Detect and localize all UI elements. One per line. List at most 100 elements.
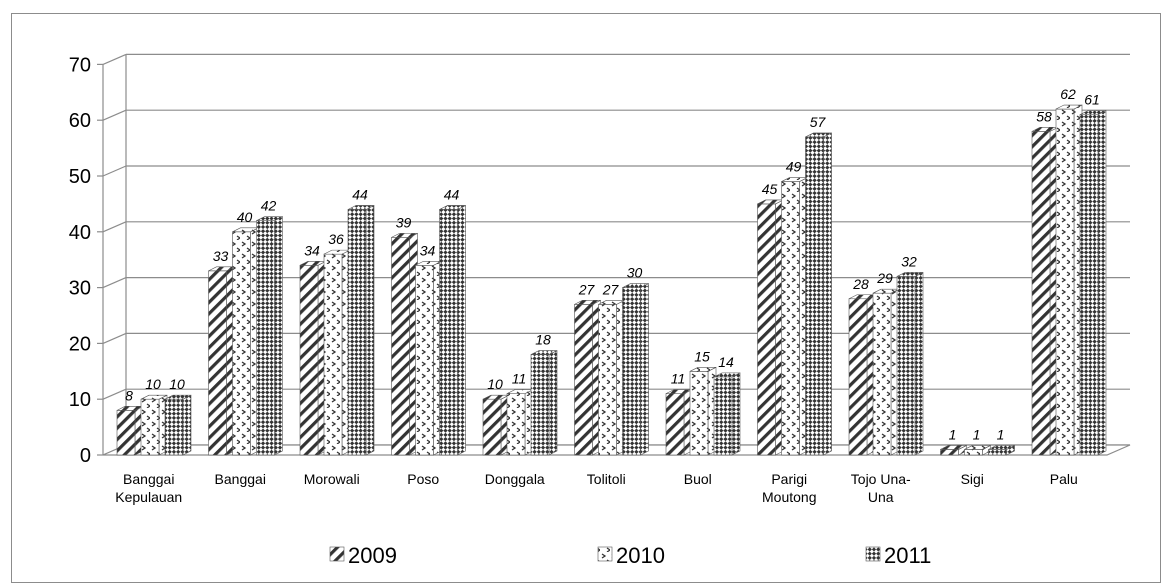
data-label: 1	[997, 426, 1005, 442]
x-tick-label: Buol	[684, 471, 712, 487]
legend-label: 2010	[616, 543, 665, 568]
y-tick-label: 40	[69, 222, 91, 244]
data-label: 58	[1036, 108, 1052, 124]
bar-2011	[896, 271, 924, 456]
data-label: 30	[627, 265, 643, 281]
legend: 2009 2010 2011	[329, 543, 931, 568]
data-label: 27	[602, 281, 620, 297]
data-label: 15	[694, 348, 710, 364]
bars	[116, 104, 1107, 456]
gridline-side	[102, 388, 127, 400]
value-axis: 0 10 20 30 40 50 60 70	[69, 54, 127, 467]
bar-2011	[622, 283, 649, 456]
y-tick-label: 70	[69, 54, 91, 76]
bar-2009	[299, 260, 327, 456]
x-tick-label: Morowali	[304, 471, 360, 487]
legend-item: 2009	[329, 543, 397, 568]
bar-2009	[848, 294, 876, 456]
y-tick-label: 0	[80, 445, 91, 467]
gridline-side	[102, 109, 127, 121]
data-label: 28	[852, 276, 869, 292]
gridline-side	[102, 53, 127, 65]
data-label: 10	[145, 376, 161, 392]
bar-2010	[781, 177, 808, 456]
data-label: 36	[328, 231, 344, 247]
legend-item: 2011	[865, 543, 931, 568]
data-label: 40	[237, 209, 253, 225]
bar-2010	[964, 444, 991, 456]
data-label: 62	[1060, 86, 1076, 102]
bar-2010	[689, 366, 717, 456]
bar-2011	[256, 216, 283, 456]
legend-swatch	[329, 546, 345, 562]
bar-2011	[805, 132, 832, 456]
legend-swatch	[597, 546, 613, 562]
data-label: 8	[125, 387, 133, 403]
y-tick-label: 30	[69, 278, 91, 300]
x-tick-label: Sigi	[961, 471, 984, 487]
data-label: 34	[420, 242, 436, 258]
data-label: 32	[901, 253, 917, 269]
data-label: 27	[578, 281, 596, 297]
data-label: 45	[762, 181, 778, 197]
x-tick-label: Banggai	[215, 471, 266, 487]
legend-label: 2011	[884, 543, 931, 568]
bar-2009	[1031, 126, 1059, 456]
gridline-side	[102, 332, 127, 344]
data-label: 57	[810, 114, 827, 130]
gridline-side	[102, 165, 127, 177]
bar-2009	[757, 199, 784, 456]
x-tick-label: Banggai Kepulauan	[115, 471, 182, 505]
bar-2010	[323, 249, 351, 456]
data-label: 29	[876, 270, 893, 286]
gridline-side	[102, 221, 127, 233]
gridline-side	[102, 277, 127, 289]
data-label: 39	[396, 214, 412, 230]
chart-frame	[11, 13, 1161, 583]
bar-2009	[116, 405, 144, 456]
bar-2010	[140, 394, 168, 456]
bar-2011	[713, 372, 741, 456]
data-label: 61	[1084, 92, 1100, 108]
data-label: 10	[169, 376, 185, 392]
x-tick-label: Parigi Moutong	[762, 471, 816, 505]
x-tick-label: Tojo Una-Una	[851, 471, 911, 505]
data-label: 1	[949, 426, 957, 442]
bar-2010	[232, 227, 259, 456]
bar-2011	[530, 350, 558, 456]
data-label: 11	[512, 371, 527, 387]
data-label: 33	[213, 248, 229, 264]
data-label: 14	[718, 354, 734, 370]
data-label: 34	[304, 242, 320, 258]
bar-2009	[940, 444, 967, 456]
x-tick-label: Palu	[1050, 471, 1078, 487]
bar-2011	[439, 204, 466, 456]
bar-2011	[1079, 110, 1107, 456]
data-label: 49	[786, 159, 802, 175]
bar-2010	[506, 389, 534, 456]
legend-swatch	[865, 546, 881, 562]
bar-2009	[574, 299, 601, 456]
bar-2011	[988, 444, 1015, 456]
bar-2011	[347, 204, 375, 456]
x-tick-label: Tolitoli	[587, 471, 626, 487]
bar-2010	[872, 288, 900, 456]
category-axis: Banggai Kepulauan Banggai Morowali Poso Dongg…	[115, 471, 1077, 505]
y-tick-label: 50	[69, 166, 91, 188]
bar-2010	[1055, 104, 1083, 456]
data-label: 1	[973, 426, 981, 442]
y-tick-label: 60	[69, 110, 91, 132]
bar-2009	[208, 266, 235, 456]
bar-2009	[665, 389, 693, 456]
data-label: 18	[535, 332, 551, 348]
data-label: 44	[352, 186, 368, 202]
x-tick-label: Donggala	[485, 471, 545, 487]
legend-label: 2009	[348, 543, 397, 568]
bar-2010	[598, 299, 625, 456]
data-label: 44	[444, 186, 460, 202]
data-label: 10	[487, 376, 503, 392]
y-tick-label: 20	[69, 333, 91, 355]
y-tick-label: 10	[69, 389, 91, 411]
